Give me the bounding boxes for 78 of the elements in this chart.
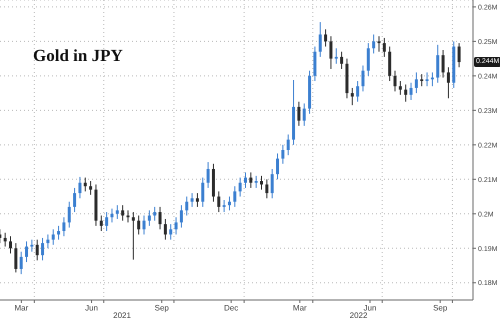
candlestick: [265, 178, 268, 199]
candlestick: [78, 176, 82, 199]
candlestick: [73, 187, 76, 213]
candlestick: [36, 239, 39, 261]
candlestick: [356, 80, 360, 102]
x-tick-label: Jun: [85, 304, 98, 313]
candlestick: [201, 177, 204, 208]
candlestick: [458, 42, 461, 68]
candlestick: [68, 201, 71, 228]
candlestick: [9, 236, 12, 254]
candlestick: [137, 215, 140, 235]
candlestick: [41, 237, 44, 261]
candlestick: [238, 177, 242, 198]
candlestick: [148, 210, 151, 226]
candlestick: [260, 175, 264, 190]
candlestick: [297, 101, 300, 126]
candlestick: [372, 34, 376, 54]
candlestick: [46, 234, 50, 249]
candlestick: [302, 102, 306, 126]
candlestick: [233, 186, 236, 208]
candlestick: [132, 212, 135, 260]
candlestick: [414, 72, 418, 94]
candlestick: [286, 134, 290, 156]
candlestick: [404, 84, 408, 102]
candlestick: [382, 37, 386, 58]
candlestick: [116, 204, 119, 220]
candlestick: [318, 22, 322, 58]
candlestick: [436, 44, 440, 84]
x-tick-label: Sep: [154, 304, 170, 313]
candlestick: [169, 224, 172, 240]
candlestick: [100, 215, 103, 232]
candlestick: [52, 228, 55, 246]
text: 2022: [348, 311, 368, 318]
candlestick: [217, 190, 220, 213]
candlestick: [222, 200, 226, 213]
x-tick-label: Jun: [364, 304, 376, 313]
candlestick: [20, 251, 23, 275]
candlestick: [350, 87, 354, 106]
candlestick: [180, 204, 183, 228]
candlestick: [89, 180, 92, 196]
candlestick: [366, 42, 370, 76]
candlestick: [14, 242, 18, 273]
candlestick: [158, 206, 162, 230]
x-tick-label: Dec: [224, 304, 238, 313]
candlestick: [254, 175, 258, 188]
candlestick: [340, 51, 344, 70]
candlestick: [121, 204, 124, 222]
candlestick: [206, 162, 210, 188]
candlestick: [105, 212, 108, 232]
candlestick: [164, 218, 167, 240]
candlestick: [174, 216, 178, 235]
text: 2021: [112, 311, 132, 318]
candlestick: [446, 66, 450, 99]
candlestick: [142, 215, 146, 235]
x-tick-label: Mar: [292, 304, 308, 313]
candlestick: [153, 206, 156, 222]
candlestick: [62, 216, 66, 237]
candlestick: [281, 144, 284, 164]
candlestick: [430, 72, 434, 87]
candlestick: [276, 152, 280, 180]
candlestick: [394, 70, 397, 92]
candlestick: [329, 36, 332, 70]
candlestick: [185, 196, 188, 216]
candlestick: [361, 65, 364, 92]
candlestick: [410, 82, 413, 100]
candlestick: [324, 28, 328, 48]
candlestick: [270, 168, 274, 199]
text: Gold in JPY: [33, 46, 123, 66]
candlestick: [244, 172, 247, 188]
x-tick-label: Mar: [14, 304, 29, 313]
candlestick: [228, 196, 231, 211]
candlestick: [398, 80, 402, 96]
candlestick: [442, 50, 445, 78]
x-tick-label: Sep: [433, 304, 448, 313]
candlestick: [249, 172, 252, 188]
candlestick: [57, 225, 60, 240]
candlestick: [4, 232, 7, 248]
candlestick: [25, 240, 28, 263]
